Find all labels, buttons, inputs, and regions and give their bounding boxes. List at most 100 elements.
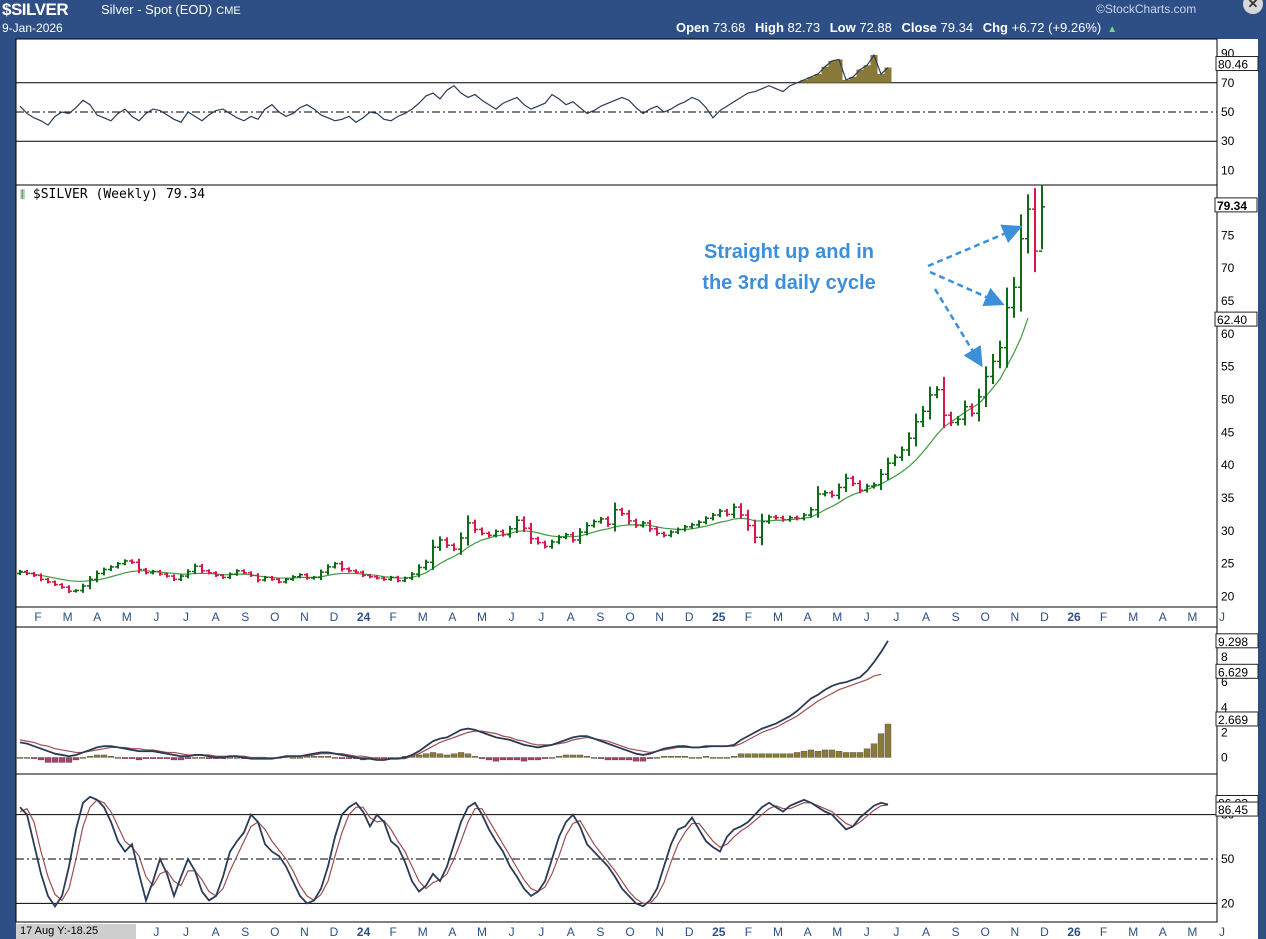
annotation-line-2: the 3rd daily cycle xyxy=(702,272,876,294)
macd-histogram-bar xyxy=(723,757,731,759)
macd-value-tag-box xyxy=(1215,633,1259,649)
open-value: 73.68 xyxy=(712,20,746,35)
bottom-x-tick-label: A xyxy=(1159,925,1167,939)
x-tick-label: M xyxy=(63,610,73,624)
macd-histogram-bar xyxy=(226,757,234,759)
rsi-overbought-fill xyxy=(800,55,892,83)
bottom-x-tick-label: J xyxy=(1219,925,1225,939)
macd-histogram-bar xyxy=(44,757,52,763)
macd-histogram-bar xyxy=(324,756,332,758)
x-axis-strip xyxy=(15,606,1218,628)
macd-histogram-bar xyxy=(716,757,724,759)
price-tick-label: 25 xyxy=(1221,557,1235,571)
macd-histogram-bar xyxy=(492,757,500,762)
annotation-arrow-bottom xyxy=(933,288,983,368)
open-label: Open xyxy=(676,20,710,35)
histogram-value-tag-box xyxy=(1215,711,1259,727)
bottom-x-tick-label: 26 xyxy=(1067,925,1081,939)
macd-value-tag: 9.298 xyxy=(1218,635,1248,649)
ohlc-readout: Open 73.68 High 82.73 Low 72.88 Close 79… xyxy=(676,20,1117,35)
macd-histogram-bar xyxy=(639,757,647,762)
macd-histogram-bar xyxy=(100,754,108,758)
signal-value-tag-box xyxy=(1215,663,1259,679)
macd-histogram-bar xyxy=(58,757,66,763)
x-tick-label: F xyxy=(34,610,41,624)
symbol-title: $SILVER xyxy=(2,0,69,19)
macd-histogram-bar xyxy=(814,751,822,758)
x-tick-label: N xyxy=(655,610,664,624)
brand-watermark: ©StockCharts.com xyxy=(1096,2,1197,16)
x-tick-label: 24 xyxy=(357,610,371,624)
stochastic-tick-label: 50 xyxy=(1221,852,1235,866)
x-tick-label: M xyxy=(773,610,783,624)
macd-histogram-bar xyxy=(121,757,129,759)
price-tick-label: 50 xyxy=(1221,393,1235,407)
macd-histogram-bar xyxy=(345,757,353,759)
macd-histogram-bar xyxy=(485,757,493,761)
x-tick-label: A xyxy=(448,610,456,624)
bottom-x-tick-label: S xyxy=(952,925,960,939)
bottom-x-tick-label: S xyxy=(596,925,604,939)
bottom-x-tick-label: J xyxy=(864,925,870,939)
macd-histogram-bar xyxy=(527,757,535,761)
price-tick-label: 45 xyxy=(1221,425,1235,439)
x-tick-label: D xyxy=(330,610,339,624)
macd-histogram-bar xyxy=(793,752,801,758)
macd-histogram-bar xyxy=(765,753,773,758)
close-icon[interactable]: ✕ xyxy=(1243,0,1263,14)
x-tick-label: M xyxy=(477,610,487,624)
close-value: 79.34 xyxy=(940,20,974,35)
instrument-name-text: Silver - Spot (EOD) xyxy=(101,2,213,17)
macd-histogram-bar xyxy=(72,757,80,761)
x-tick-label: N xyxy=(1010,610,1019,624)
macd-histogram-bar xyxy=(758,753,766,758)
annotation-arrow-middle xyxy=(929,270,1005,307)
macd-histogram-bar xyxy=(667,756,675,758)
rsi-tick-label: 70 xyxy=(1221,76,1235,90)
macd-histogram-bar xyxy=(296,757,304,759)
crosshair-info: 17 Aug Y:-18.25 xyxy=(16,924,136,939)
rsi-line xyxy=(19,53,889,126)
stochastic-slow-tag-box xyxy=(1215,801,1259,817)
x-tick-label: O xyxy=(270,610,279,624)
low-label: Low xyxy=(829,20,856,35)
x-tick-label: O xyxy=(625,610,634,624)
macd-histogram-bar xyxy=(16,757,24,759)
macd-histogram-bar xyxy=(198,757,206,759)
macd-histogram-bar xyxy=(730,756,738,758)
bottom-x-tick-label: D xyxy=(1040,925,1049,939)
rsi-panel xyxy=(15,38,1218,186)
bottom-x-tick-label: O xyxy=(981,925,990,939)
macd-histogram-bar xyxy=(541,757,549,759)
bottom-x-tick-label: F xyxy=(1100,925,1107,939)
x-tick-label: M xyxy=(122,610,132,624)
macd-tick-label: 6 xyxy=(1221,675,1228,689)
bottom-x-tick-label: J xyxy=(153,925,159,939)
bottom-x-tick-label: M xyxy=(1187,925,1197,939)
macd-tick-label: 8 xyxy=(1221,650,1228,664)
macd-histogram-bar xyxy=(709,757,717,759)
macd-histogram-bar xyxy=(338,757,346,759)
moving-average-tag-box xyxy=(1214,311,1258,327)
annotation-arrow-top xyxy=(927,224,1023,268)
x-tick-label: A xyxy=(1159,610,1167,624)
x-tick-label: F xyxy=(390,610,397,624)
macd-histogram-bar xyxy=(597,757,605,759)
macd-histogram-bar xyxy=(429,752,437,758)
instrument-name: Silver - Spot (EOD) CME xyxy=(101,2,241,17)
rsi-tick-label: 50 xyxy=(1221,105,1235,119)
bottom-x-tick-label: A xyxy=(922,925,930,939)
bottom-x-tick-label: N xyxy=(655,925,664,939)
x-tick-label: J xyxy=(864,610,870,624)
macd-histogram-bar xyxy=(156,757,164,759)
macd-histogram-bar xyxy=(786,753,794,758)
bottom-x-tick-label: J xyxy=(538,925,544,939)
signal-value-tag: 6.629 xyxy=(1218,665,1248,679)
macd-histogram-bar xyxy=(107,756,115,758)
last-price-tag-box xyxy=(1214,197,1258,213)
macd-histogram-bar xyxy=(415,754,423,758)
price-tick-label: 40 xyxy=(1221,458,1235,472)
macd-histogram-bar xyxy=(177,757,185,761)
rsi-tick-label: 30 xyxy=(1221,134,1235,148)
high-label: High xyxy=(755,20,784,35)
